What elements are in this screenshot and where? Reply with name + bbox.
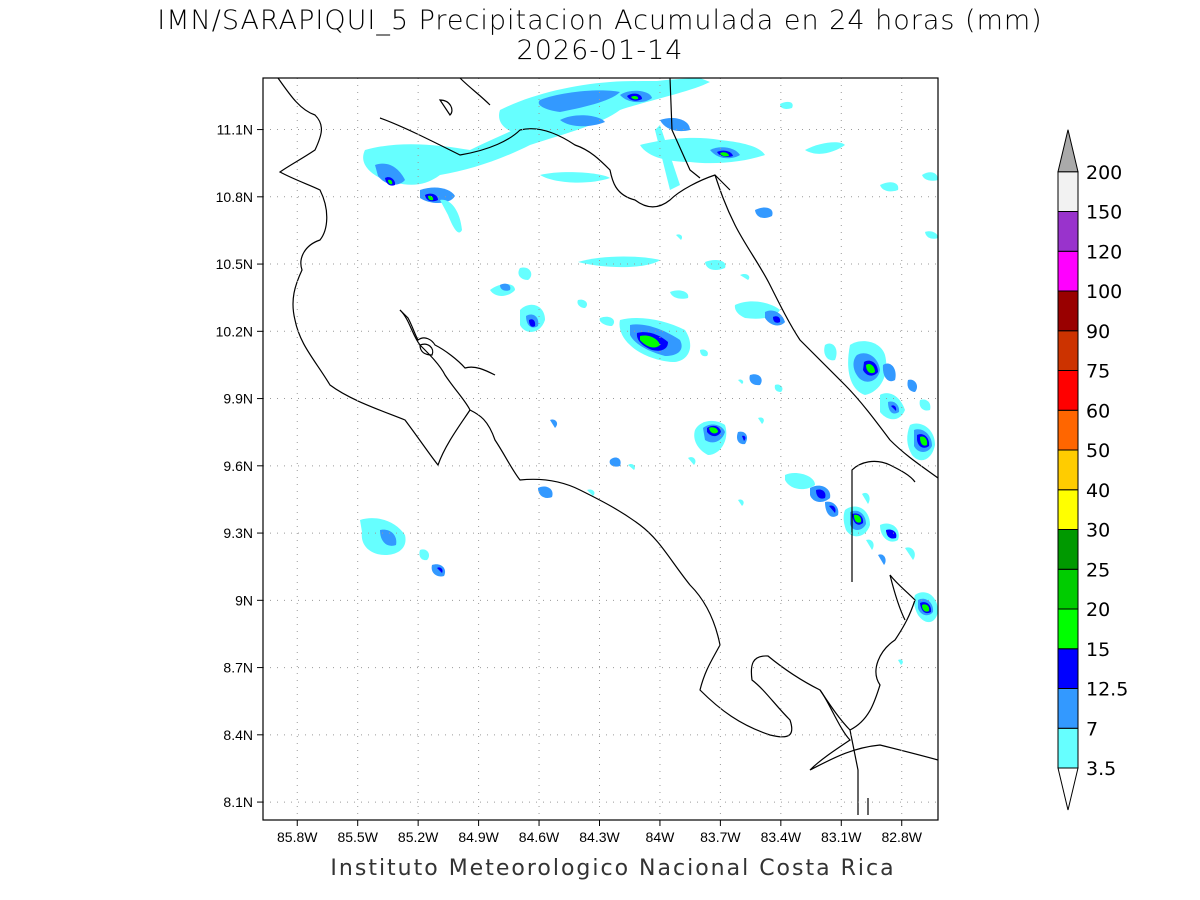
colorbar-level-label: 90 xyxy=(1086,321,1110,343)
colorbar-level-label: 75 xyxy=(1086,361,1110,383)
colorbar-level-label: 50 xyxy=(1086,440,1110,462)
colorbar-swatch xyxy=(1057,211,1079,252)
lat-lon-grid xyxy=(263,78,938,820)
colorbar-level-label: 3.5 xyxy=(1086,758,1116,780)
lat-tick-label: 9.3N xyxy=(223,525,253,541)
colorbar-level-label: 20 xyxy=(1086,599,1110,621)
map-axes: 85.8W 85.5W 85.2W 84.9W 84.6W 84.3W 84W 83.7W 83… xyxy=(216,122,923,845)
colorbar-swatch xyxy=(1057,688,1079,729)
colorbar-level-label: 200 xyxy=(1086,162,1122,184)
colorbar-swatch xyxy=(1057,449,1079,491)
lat-tick-label: 10.2N xyxy=(216,323,253,339)
colorbar-swatch xyxy=(1057,489,1079,530)
lat-tick-label: 11.1N xyxy=(217,122,253,138)
colorbar-level-label: 15 xyxy=(1086,639,1110,661)
map-footer-credit: Instituto Meteorologico Nacional Costa R… xyxy=(330,856,896,881)
colorbar-swatch xyxy=(1057,330,1079,371)
lat-tick-label: 9N xyxy=(235,592,253,608)
colorbar-level-label: 7 xyxy=(1086,718,1098,740)
map-date: 2026-01-14 xyxy=(516,35,684,66)
lon-tick-label: 83.1W xyxy=(821,829,862,845)
lat-tick-label: 10.8N xyxy=(216,189,253,205)
colorbar-swatch xyxy=(1057,648,1079,689)
colorbar-swatch xyxy=(1057,290,1079,332)
colorbar-lower-arrow xyxy=(1057,767,1079,811)
lat-tick-label: 9.9N xyxy=(223,391,253,407)
colorbar-level-label: 30 xyxy=(1086,520,1110,542)
coastline-borders xyxy=(277,77,939,815)
lat-tick-label: 9.6N xyxy=(223,458,253,474)
colorbar-level-label: 25 xyxy=(1086,559,1110,581)
colorbar-legend: 3.5 7 12.5 15 20 25 30 40 50 60 75 90 100 120 150 200 xyxy=(1057,129,1128,811)
colorbar-swatch xyxy=(1057,171,1079,212)
colorbar-level-label: 100 xyxy=(1086,281,1122,303)
lat-tick-label: 8.7N xyxy=(223,660,253,676)
colorbar-swatch xyxy=(1057,529,1079,570)
colorbar-level-label: 12.5 xyxy=(1086,679,1128,701)
colorbar-upper-arrow xyxy=(1057,129,1079,173)
map-frame xyxy=(262,77,939,821)
lon-tick-label: 84.6W xyxy=(519,829,560,845)
lon-tick-label: 85.2W xyxy=(398,829,439,845)
lon-tick-label: 84.9W xyxy=(458,829,499,845)
colorbar-swatch xyxy=(1057,409,1079,451)
lat-tick-label: 10.5N xyxy=(216,256,253,272)
colorbar-level-label: 150 xyxy=(1086,202,1122,224)
lat-tick-label: 8.1N xyxy=(223,794,253,810)
lon-tick-label: 83.7W xyxy=(700,829,741,845)
colorbar-level-label: 120 xyxy=(1086,241,1122,263)
lon-tick-label: 85.5W xyxy=(337,829,378,845)
lon-tick-label: 84.3W xyxy=(579,829,620,845)
lon-tick-label: 84W xyxy=(646,829,676,845)
precipitation-contours xyxy=(360,78,938,665)
lon-tick-label: 83.4W xyxy=(761,829,802,845)
map-title: IMN/SARAPIQUI_5 Precipitacion Acumulada … xyxy=(157,5,1043,36)
colorbar-level-label: 60 xyxy=(1086,400,1110,422)
colorbar-swatch xyxy=(1057,608,1079,650)
colorbar-level-label: 40 xyxy=(1086,480,1110,502)
lat-tick-label: 8.4N xyxy=(223,727,253,743)
colorbar-swatch xyxy=(1057,370,1079,411)
colorbar-swatch xyxy=(1057,727,1079,769)
colorbar-swatch xyxy=(1057,250,1079,292)
lon-tick-label: 85.8W xyxy=(277,829,318,845)
lon-tick-label: 82.8W xyxy=(881,829,922,845)
colorbar-swatch xyxy=(1057,568,1079,610)
